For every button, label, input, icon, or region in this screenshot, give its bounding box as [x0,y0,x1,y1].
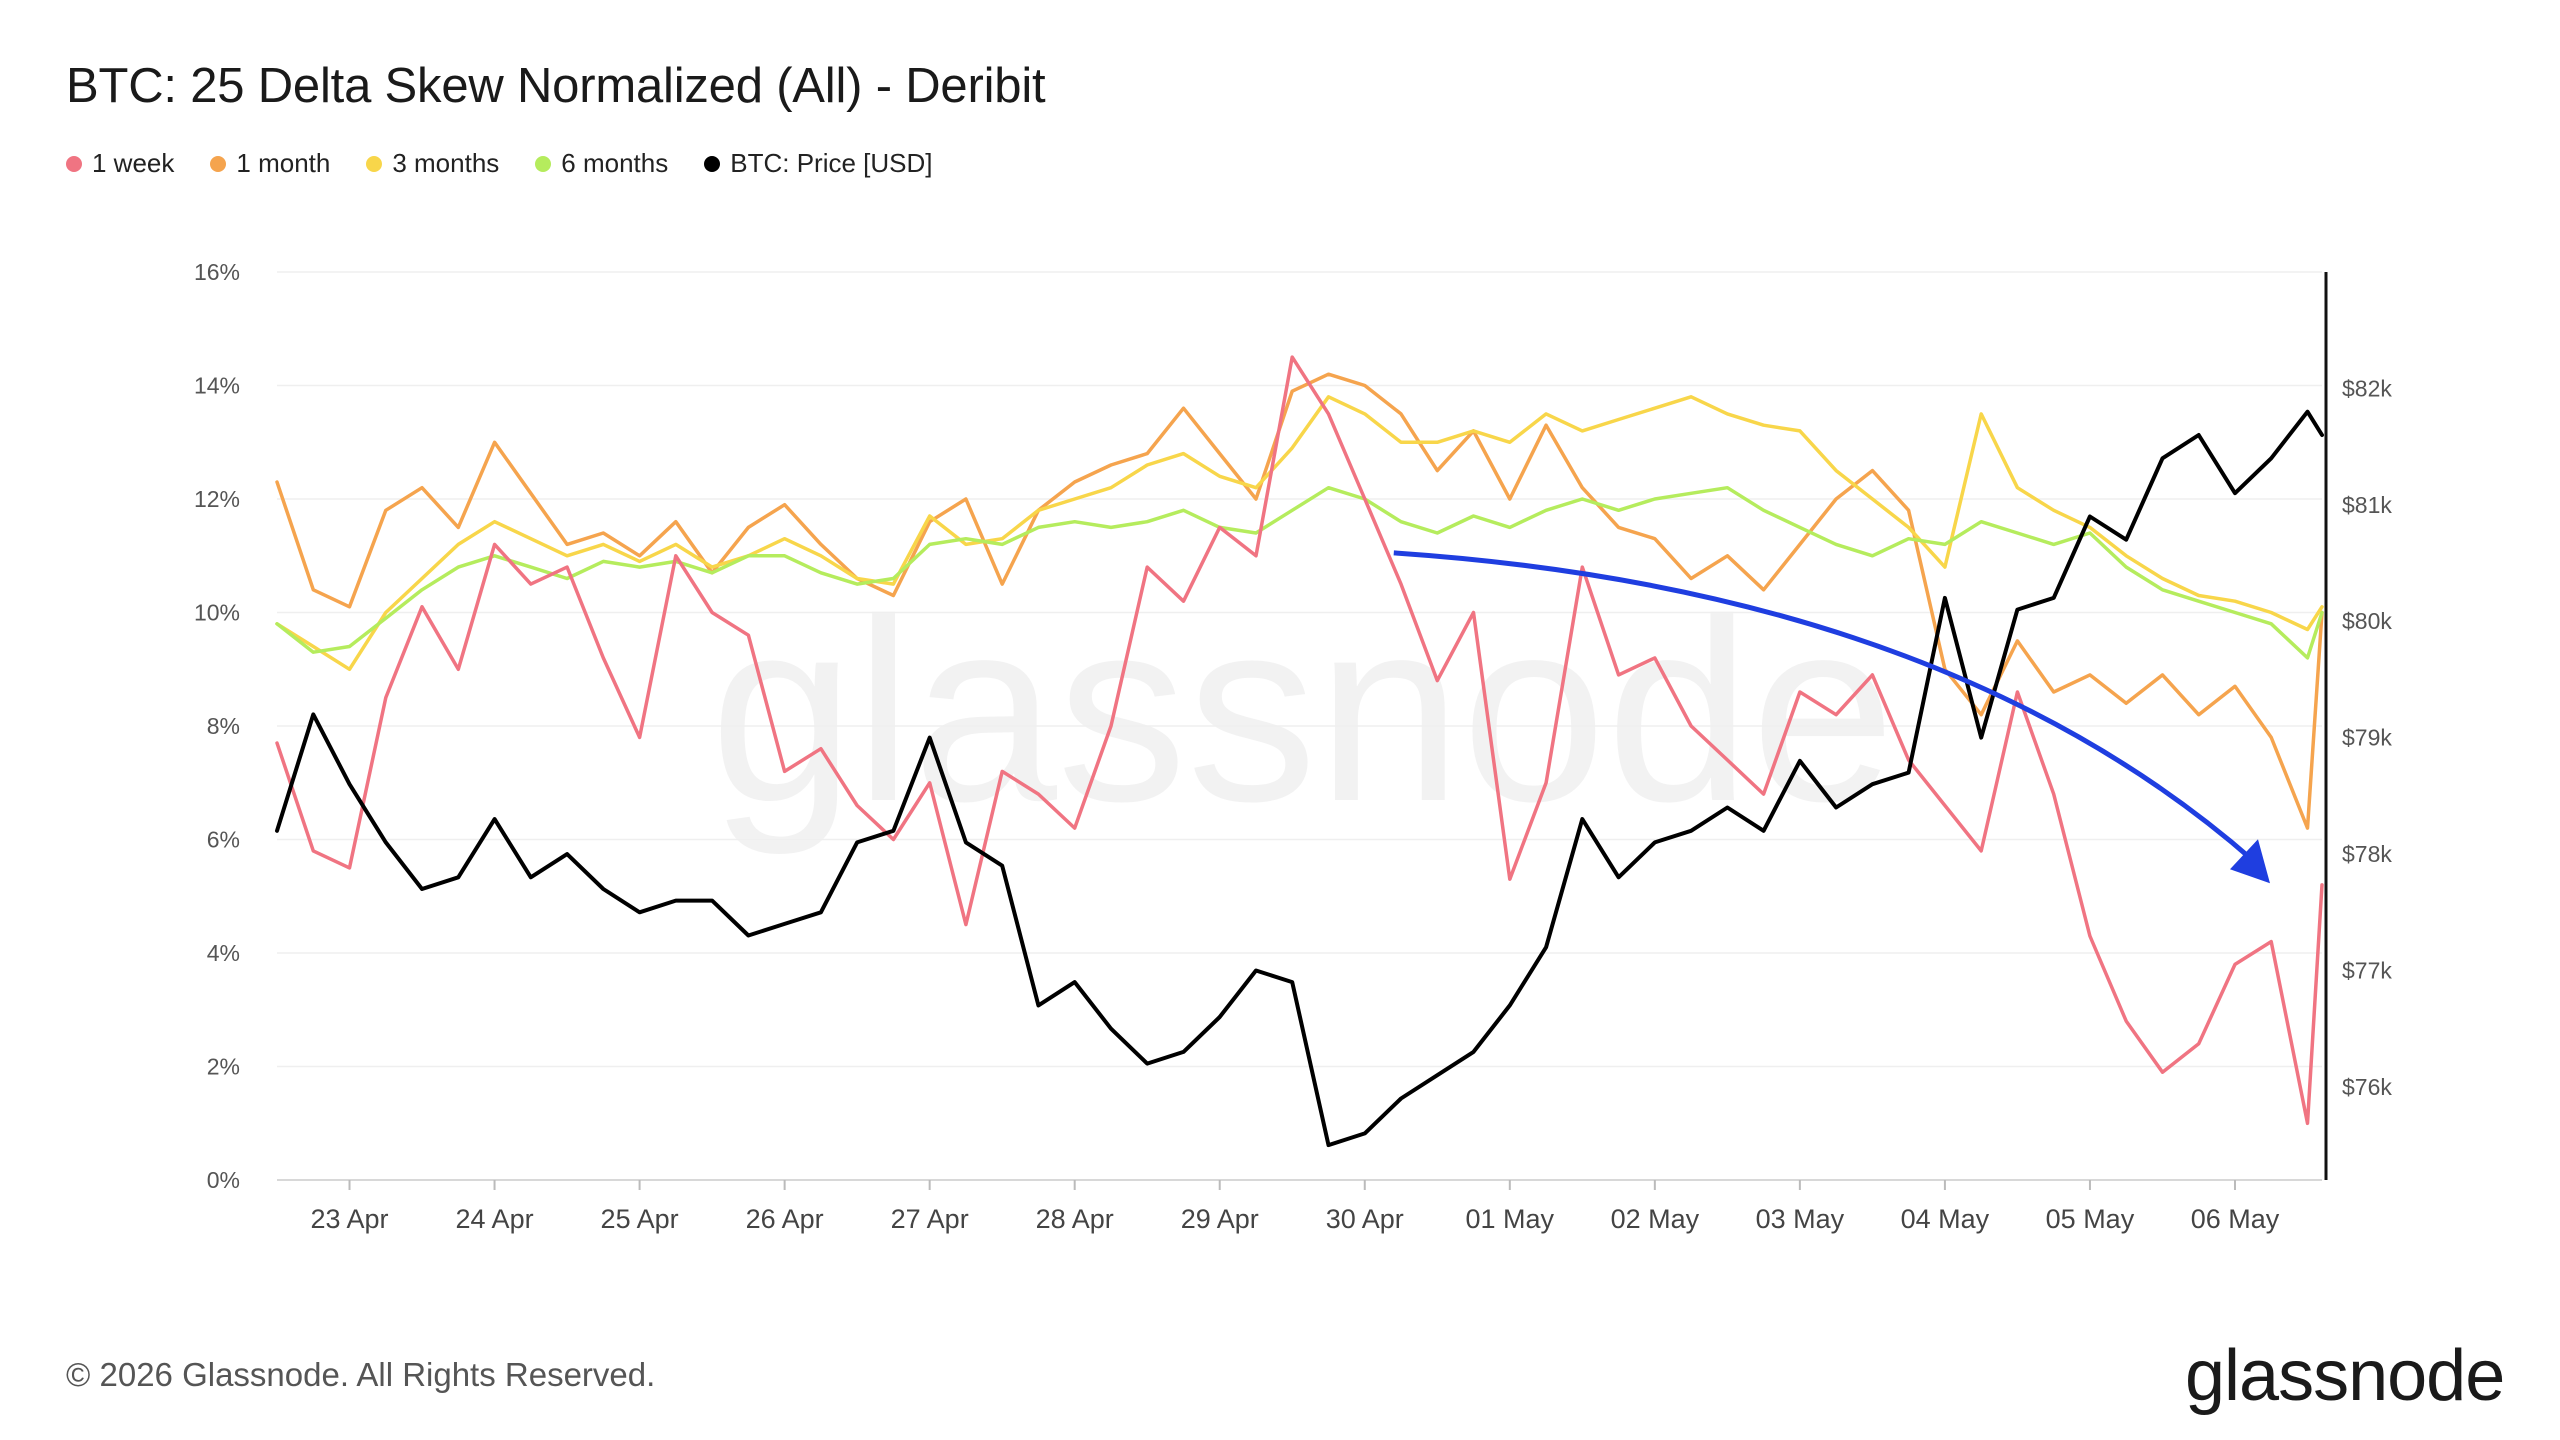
legend-dot-icon [366,155,383,172]
chart-grid [277,271,2322,1181]
x-tick-label: 27 Apr [891,1204,969,1234]
legend-item-1-month[interactable]: 1 month [210,148,330,179]
x-tick-label: 04 May [1901,1204,1990,1234]
chart-legend: 1 week 1 month 3 months 6 months BTC: Pr… [66,148,933,179]
y-right-tick-label: $79k [2342,725,2392,751]
annotation-arrow-head [2229,839,2270,884]
legend-dot-icon [210,155,227,172]
legend-label: 3 months [392,148,500,178]
legend-dot-icon [66,155,82,172]
brand-logo: glassnode [2185,1336,2504,1416]
copyright-footer: © 2026 Glassnode. All Rights Reserved. [66,1356,656,1393]
legend-item-6-months[interactable]: 6 months [535,148,668,179]
y-axis-left: 0% 2% 4% 6% 8% 10% 12% 14% 16% [194,259,240,1193]
page-title: BTC: 25 Delta Skew Normalized (All) - De… [66,59,1046,113]
y-right-tick-label: $81k [2342,492,2392,518]
y-tick-label: 0% [207,1167,240,1193]
y-right-tick-label: $77k [2342,957,2392,983]
legend-label: 6 months [561,148,669,178]
x-axis: 23 Apr 24 Apr 25 Apr 26 Apr 27 Apr 28 Apr 29 A… [310,1180,2280,1234]
series-line-3-months [275,395,2324,672]
y-right-tick-label: $78k [2342,841,2392,867]
x-tick-label: 28 Apr [1036,1204,1114,1234]
x-tick-label: 23 Apr [310,1204,388,1234]
legend-item-1-week[interactable]: 1 week [66,148,174,179]
y-tick-label: 16% [194,259,240,285]
series-line-1-week [275,355,2324,1126]
y-tick-label: 6% [207,827,240,853]
watermark-text: glassnode [710,566,1895,857]
x-tick-label: 30 Apr [1326,1204,1404,1234]
y-tick-label: 4% [207,940,240,966]
y-tick-label: 14% [194,373,240,399]
x-tick-label: 06 May [2191,1204,2280,1234]
y-axis-right: $76k $77k $78k $79k $80k $81k $82k [2324,272,2392,1180]
x-tick-label: 05 May [2046,1204,2135,1234]
legend-item-btc-price[interactable]: BTC: Price [USD] [704,148,933,179]
y-right-tick-label: $76k [2342,1074,2392,1100]
x-tick-label: 26 Apr [746,1204,824,1234]
x-tick-label: 01 May [1466,1204,1555,1234]
y-right-tick-label: $80k [2342,608,2392,634]
legend-item-3-months[interactable]: 3 months [366,148,499,179]
annotation-arrow-curve [1393,550,2256,864]
legend-label: BTC: Price [USD] [730,148,933,178]
y-tick-label: 10% [194,600,240,626]
chart-series [275,355,2324,1148]
y-right-tick-label: $82k [2342,375,2392,401]
legend-dot-icon [704,155,721,172]
x-tick-label: 24 Apr [456,1204,534,1234]
legend-label: 1 week [92,148,175,178]
series-line-btc-price-usd- [275,409,2324,1148]
y-tick-label: 8% [207,713,240,739]
legend-dot-icon [535,155,552,172]
legend-label: 1 month [236,148,331,178]
series-line-6-months [275,485,2324,660]
x-tick-label: 25 Apr [601,1204,679,1234]
x-tick-label: 29 Apr [1181,1204,1259,1234]
y-tick-label: 2% [207,1054,240,1080]
annotation-arrow [1393,550,2270,884]
x-tick-label: 03 May [1756,1204,1845,1234]
x-tick-label: 02 May [1611,1204,1700,1234]
y-tick-label: 12% [194,486,240,512]
